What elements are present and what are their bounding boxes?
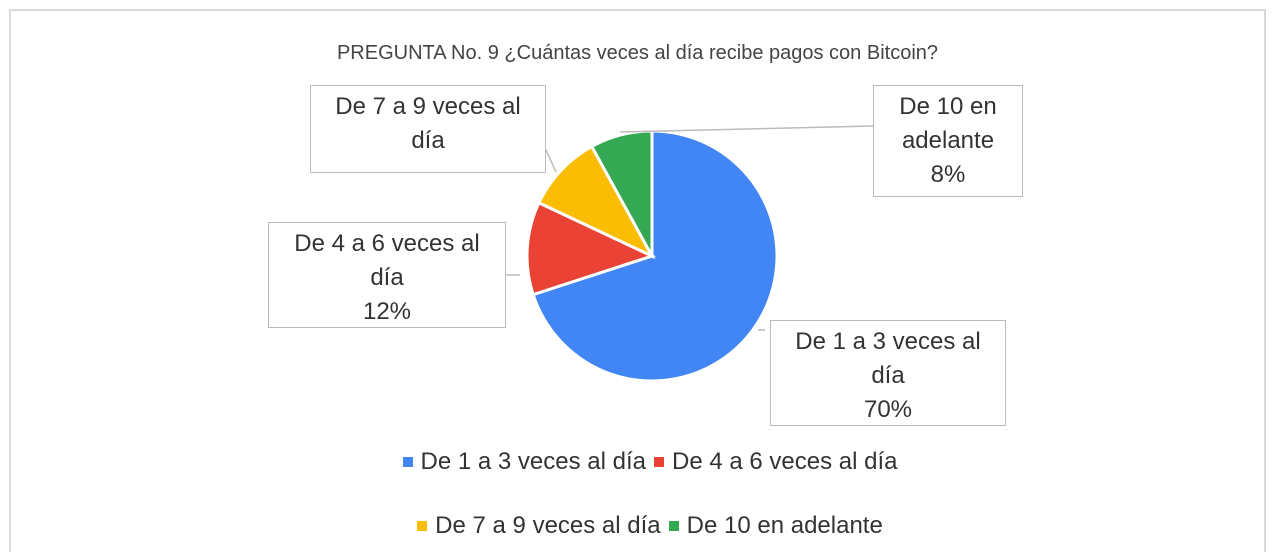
leader-line [619,125,874,133]
legend-swatch [668,521,679,531]
pie-slice [536,144,656,260]
data-label-value: 8% [930,161,966,188]
legend-item: De 10 en adelante [668,512,883,540]
legend-label: De 10 en adelante [686,512,883,539]
legend-swatch [417,521,428,531]
frame [9,9,1266,552]
legend: De 1 a 3 veces al día De 4 a 6 veces al d… [300,448,1000,540]
legend-item: De 4 a 6 veces al día [654,448,897,476]
data-label-value: 70% [863,396,913,423]
legend-label: De 1 a 3 veces al día [420,448,646,475]
data-label-category: De 10 en adelante [899,93,997,154]
data-label: De 7 a 9 veces al día [310,85,546,173]
data-label: De 4 a 6 veces al día 12% [268,222,506,328]
legend-label: De 7 a 9 veces al día [435,512,661,539]
data-label-category: De 7 a 9 veces al día [335,93,521,154]
data-label-value: 12% [362,298,412,325]
chart-title: PREGUNTA No. 9 ¿Cuántas veces al día rec… [336,42,939,64]
data-label-category: De 1 a 3 veces al día [795,328,981,389]
leader-line [545,149,557,173]
legend-label: De 4 a 6 veces al día [672,448,898,475]
legend-item: De 7 a 9 veces al día [417,512,661,540]
legend-swatch [654,457,664,467]
data-label: De 1 a 3 veces al día 70% [770,320,1006,426]
data-label-category: De 4 a 6 veces al día [294,230,480,291]
legend-swatch [402,457,413,467]
pie-slice [525,200,657,297]
legend-item: De 1 a 3 veces al día [402,448,646,476]
data-label: De 10 en adelante 8% [873,85,1023,197]
